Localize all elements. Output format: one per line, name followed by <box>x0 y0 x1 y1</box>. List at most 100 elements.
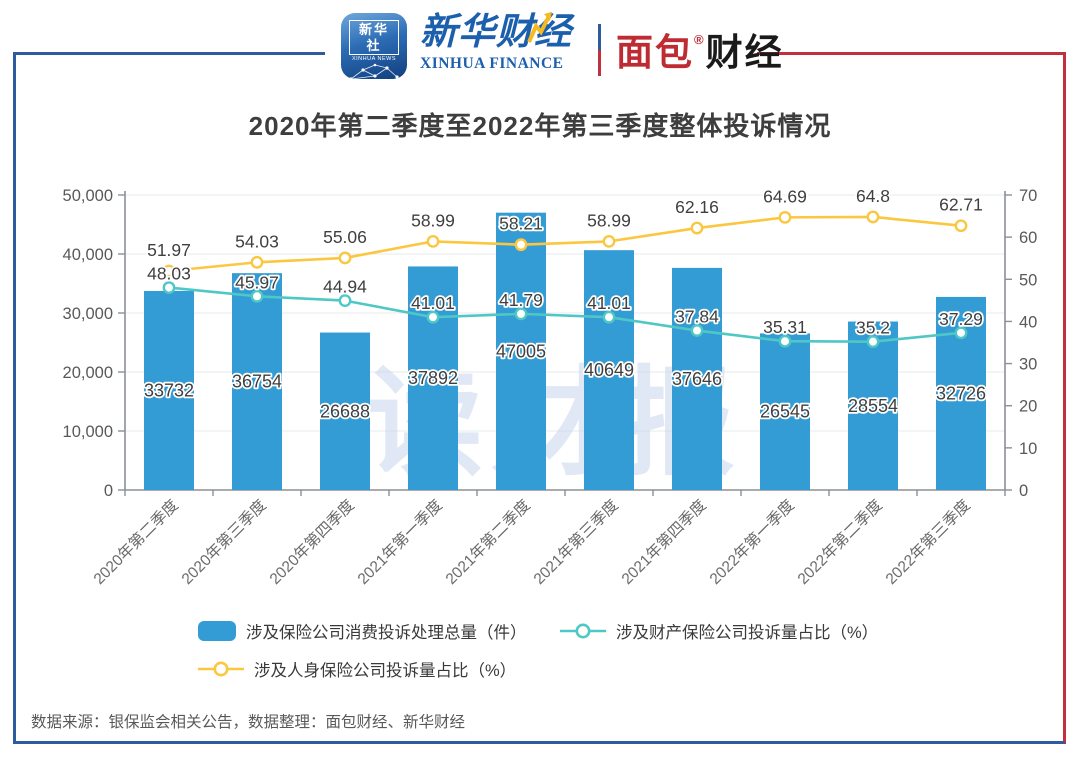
xinhua-news-cn: 新华社 <box>349 20 399 56</box>
line-marker <box>778 334 792 348</box>
bar <box>496 212 546 490</box>
bar-value-labels: 33732 36754 26688 37892 47005 40649 37646 26545… <box>142 340 988 424</box>
right-axis-tick-label: 10 <box>1019 440 1037 458</box>
line-marker <box>690 324 704 337</box>
network-constellation-icon <box>349 63 399 79</box>
right-axis-tick-label: 30 <box>1019 356 1037 374</box>
legend-label: 涉及保险公司消费投诉处理总量（件） <box>246 624 527 642</box>
mianbao-finance-logo: 面包®财经 <box>616 22 784 76</box>
right-axis-tick-label: 70 <box>1019 187 1037 205</box>
line-value-label: 35.2 <box>856 318 890 338</box>
chart-title: 2020年第二季度至2022年第三季度整体投诉情况 <box>248 111 832 141</box>
bar-value-label: 32726 <box>936 383 986 403</box>
line-marker <box>514 238 528 252</box>
line-value-label: 35.31 <box>763 317 807 337</box>
line-marker <box>866 335 880 349</box>
life-line-swatch <box>198 661 244 677</box>
right-axis-tick-label: 40 <box>1019 313 1037 331</box>
x-axis-category-label: 2021年第四季度 <box>618 496 710 588</box>
line-value-label: 41.79 <box>499 290 543 310</box>
right-axis-tick-label: 0 <box>1019 482 1028 500</box>
line-marker <box>162 281 176 294</box>
line-marker <box>866 210 880 224</box>
top-border-left-segment <box>13 52 325 55</box>
legend-item-total-complaints: 涉及保险公司消费投诉处理总量（件） <box>198 619 560 643</box>
line-marker <box>690 221 704 235</box>
x-axis-category-label: 2022年第二季度 <box>794 496 886 588</box>
x-axis-category-label: 2020年第三季度 <box>178 496 270 588</box>
bar <box>848 321 898 490</box>
xinhua-news-logo-icon: 新华社 XINHUA NEWS <box>341 13 407 79</box>
line-value-label: 45.97 <box>235 272 279 292</box>
x-axis-category-label: 2020年第四季度 <box>266 496 358 588</box>
line-marker <box>338 251 352 265</box>
line-value-label: 64.8 <box>856 186 890 206</box>
legend-row-2: 涉及人身保险公司投诉量占比（%） <box>198 650 922 688</box>
bar-value-label: 28554 <box>848 396 898 416</box>
bar <box>408 266 458 490</box>
bar-value-label: 37646 <box>672 369 722 389</box>
x-axis-category-label: 2022年第三季度 <box>882 496 974 588</box>
line-value-label: 64.69 <box>763 186 807 206</box>
xinhua-finance-cn: 新华财经 <box>420 11 572 52</box>
lightning-icon <box>527 12 552 43</box>
bar-value-label: 47005 <box>496 341 546 361</box>
bar <box>232 273 282 490</box>
line-marker <box>250 289 264 303</box>
bar-value-label: 26688 <box>320 401 370 421</box>
bar-series-swatch <box>198 621 236 641</box>
bar <box>672 267 722 490</box>
legend-row-1: 涉及保险公司消费投诉处理总量（件） 涉及财产保险公司投诉量占比（%） <box>198 612 922 650</box>
mianbao-logo-black-part: 财经 <box>705 32 784 73</box>
line-value-label: 58.21 <box>499 214 543 234</box>
top-border-right-segment <box>757 52 1066 55</box>
left-axis-tick-label: 10,000 <box>63 423 113 441</box>
bar <box>584 250 634 490</box>
x-axis-category-label: 2022年第一季度 <box>706 496 798 588</box>
line-path <box>168 215 962 273</box>
bar <box>320 332 370 490</box>
line-value-label: 41.01 <box>411 293 455 313</box>
property-line-swatch <box>560 623 606 639</box>
x-axis-category-label: 2020年第二季度 <box>90 496 182 588</box>
bar-value-label: 33732 <box>144 380 194 400</box>
line-value-label: 62.16 <box>675 197 719 217</box>
line-marker <box>426 234 440 248</box>
right-axis-tick-label: 20 <box>1019 398 1037 416</box>
line-path <box>168 286 962 343</box>
line-value-label: 62.71 <box>939 195 983 215</box>
line-value-label: 37.29 <box>939 309 983 329</box>
header-divider <box>598 24 601 76</box>
mianbao-logo-red-part: 面包 <box>616 32 694 73</box>
bar-value-label: 26545 <box>760 402 810 422</box>
line-marker <box>338 294 352 308</box>
line-marker <box>162 264 176 278</box>
line-value-label: 54.03 <box>235 231 279 251</box>
property-line-series <box>162 281 968 349</box>
line-value-label: 48.03 <box>147 264 191 284</box>
left-axis-tick-label: 20,000 <box>63 364 113 382</box>
chart-frame-border <box>13 52 1066 744</box>
line-value-label: 44.94 <box>323 277 367 297</box>
bar-value-label: 37892 <box>408 368 458 388</box>
line-value-label: 51.97 <box>147 240 191 260</box>
xinhua-finance-en: XINHUA FINANCE <box>420 54 564 72</box>
right-axis-tick-label: 60 <box>1019 229 1037 247</box>
line-marker <box>426 310 440 324</box>
xinhua-finance-logo: 新华财经 XINHUA FINANCE <box>420 11 610 73</box>
legend: 涉及保险公司消费投诉处理总量（件） 涉及财产保险公司投诉量占比（%） 涉及人身保… <box>198 612 922 688</box>
line-value-label: 41.01 <box>587 293 631 313</box>
line-value-labels: 48.03 45.97 44.94 41.01 41.79 41.01 37.84 35.31… <box>145 184 984 339</box>
line-marker <box>602 310 616 324</box>
line-value-label: 55.06 <box>323 227 367 247</box>
right-axis-tick-label: 50 <box>1019 271 1037 289</box>
legend-item-property-insurance: 涉及财产保险公司投诉量占比（%） <box>560 619 922 643</box>
line-value-label: 58.99 <box>587 210 631 230</box>
legend-label: 涉及人身保险公司投诉量占比（%） <box>254 662 517 680</box>
line-marker <box>514 307 528 321</box>
bar-series <box>144 212 986 490</box>
x-axis-category-label: 2021年第一季度 <box>354 496 446 588</box>
left-axis-tick-label: 40,000 <box>63 246 113 264</box>
line-value-label: 58.99 <box>411 210 455 230</box>
